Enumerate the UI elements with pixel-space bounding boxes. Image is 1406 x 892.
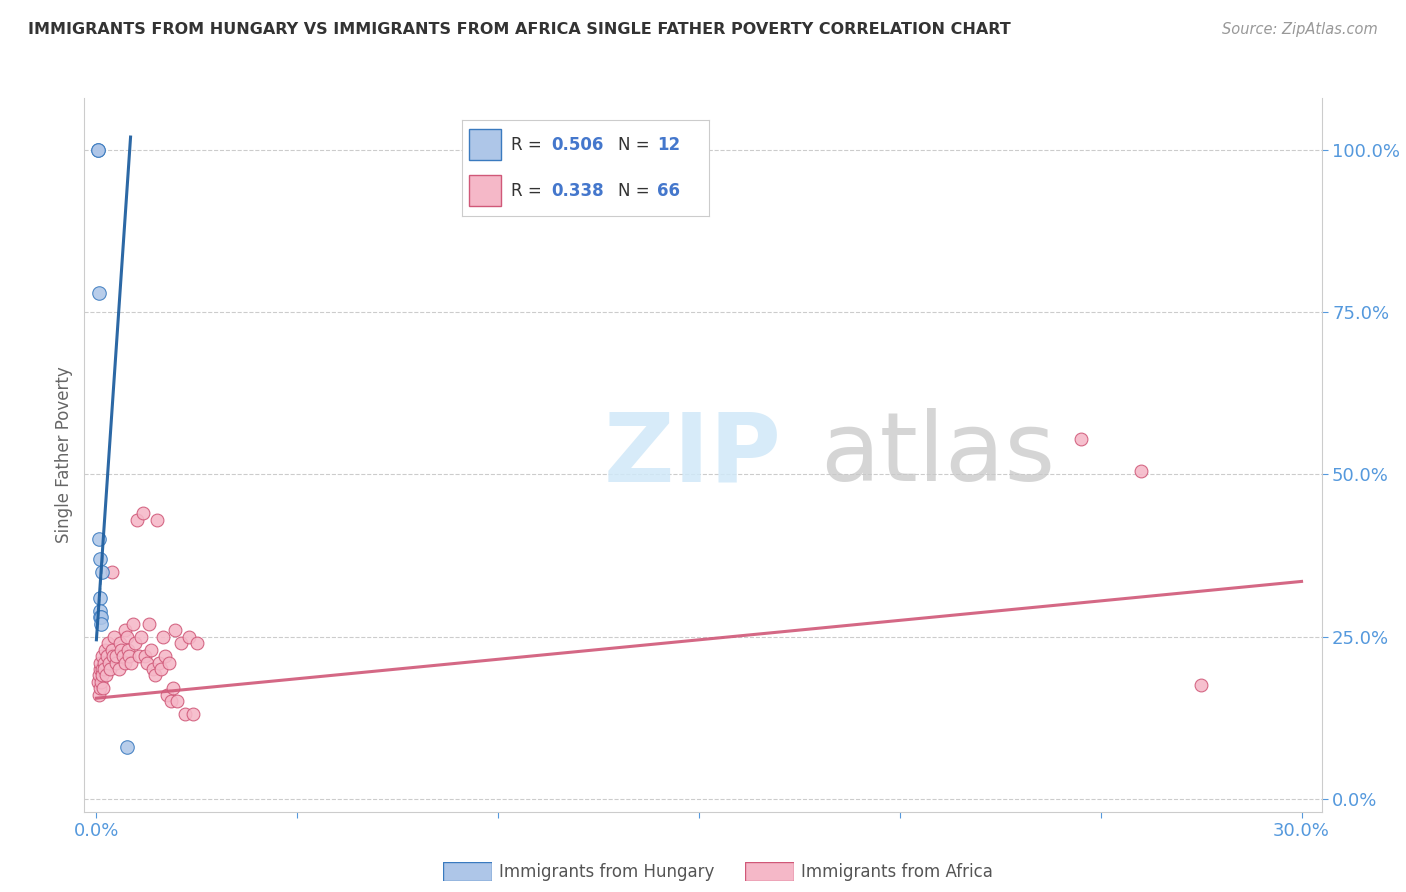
Point [128, 648, 150, 663]
Point [156, 688, 179, 702]
Point [111, 648, 134, 663]
Point [91, 668, 114, 682]
Point [90, 610, 112, 624]
Point [87, 675, 110, 690]
Point [186, 636, 208, 650]
Point [159, 694, 181, 708]
Point [142, 662, 165, 676]
Text: atlas: atlas [821, 409, 1056, 501]
Text: R =: R = [512, 136, 547, 153]
Point [87, 688, 110, 702]
Point [87, 143, 110, 157]
Point [114, 656, 136, 670]
Point [103, 630, 125, 644]
Point [170, 636, 193, 650]
Text: N =: N = [617, 136, 655, 153]
Point [138, 616, 160, 631]
Point [117, 642, 139, 657]
Point [101, 565, 124, 579]
Point [89, 656, 111, 670]
Point [103, 648, 125, 663]
Point [90, 616, 112, 631]
Text: R =: R = [512, 182, 547, 200]
Point [90, 675, 112, 690]
Point [96, 668, 118, 682]
Point [121, 616, 143, 631]
Point [163, 623, 186, 637]
Point [89, 662, 111, 676]
Text: 0.506: 0.506 [551, 136, 603, 153]
Bar [470, 176, 502, 206]
Point [96, 648, 118, 663]
Point [93, 656, 115, 670]
Text: 12: 12 [657, 136, 681, 153]
Point [105, 648, 128, 663]
Point [139, 642, 162, 657]
Point [91, 681, 114, 696]
Text: Immigrants from Hungary: Immigrants from Hungary [499, 863, 714, 881]
Point [153, 648, 176, 663]
Point [120, 656, 142, 670]
Point [1129, 464, 1152, 478]
Point [89, 610, 111, 624]
Point [89, 551, 111, 566]
Y-axis label: Single Father Poverty: Single Father Poverty [55, 367, 73, 543]
Point [181, 707, 204, 722]
Point [129, 630, 152, 644]
Point [98, 656, 121, 670]
Point [1189, 678, 1212, 692]
Point [135, 656, 157, 670]
Text: 0.338: 0.338 [551, 182, 603, 200]
Point [89, 533, 111, 547]
Point [89, 681, 111, 696]
Point [94, 642, 117, 657]
Point [90, 662, 112, 676]
Point [89, 604, 111, 618]
Point [117, 648, 139, 663]
Point [114, 623, 136, 637]
Point [173, 707, 195, 722]
Point [110, 642, 132, 657]
Point [131, 506, 153, 520]
Point [152, 630, 174, 644]
Point [93, 662, 115, 676]
Text: ZIP: ZIP [605, 409, 782, 501]
Point [97, 636, 120, 650]
Point [104, 656, 127, 670]
Text: N =: N = [617, 182, 655, 200]
Point [115, 630, 138, 644]
Text: Source: ZipAtlas.com: Source: ZipAtlas.com [1222, 22, 1378, 37]
Point [1070, 432, 1092, 446]
Point [166, 694, 188, 708]
Point [108, 636, 131, 650]
Point [145, 513, 167, 527]
Text: Immigrants from Africa: Immigrants from Africa [801, 863, 993, 881]
Point [87, 285, 110, 300]
Point [124, 636, 146, 650]
Point [91, 648, 114, 663]
Point [125, 513, 148, 527]
Point [162, 681, 184, 696]
Point [149, 662, 172, 676]
Text: 66: 66 [657, 182, 681, 200]
Point [107, 662, 129, 676]
Point [134, 648, 156, 663]
Point [91, 565, 114, 579]
Point [148, 656, 170, 670]
Point [89, 668, 111, 682]
Bar [470, 129, 502, 160]
Point [143, 668, 166, 682]
Point [89, 591, 111, 605]
Point [157, 656, 180, 670]
Point [87, 143, 110, 157]
Point [100, 662, 122, 676]
Point [115, 739, 138, 754]
Point [177, 630, 200, 644]
Point [100, 642, 122, 657]
Text: IMMIGRANTS FROM HUNGARY VS IMMIGRANTS FROM AFRICA SINGLE FATHER POVERTY CORRELAT: IMMIGRANTS FROM HUNGARY VS IMMIGRANTS FR… [28, 22, 1011, 37]
